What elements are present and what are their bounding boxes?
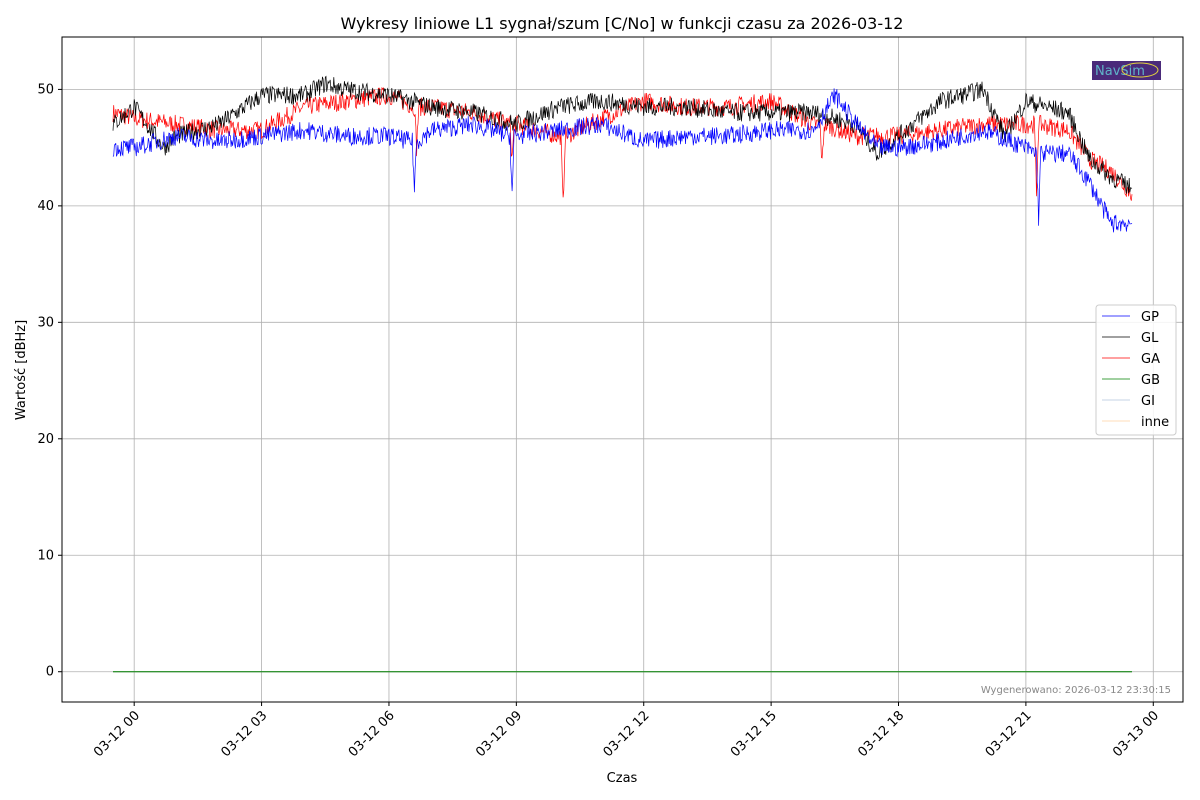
series-line-GP: [112, 88, 1133, 233]
legend-label-GP: GP: [1141, 310, 1159, 325]
y-tick-label: 0: [46, 665, 54, 680]
legend: GP GL GA GB GI inne: [1095, 304, 1177, 436]
x-tick-label: 03-13 00: [1110, 708, 1162, 760]
legend-box: [1095, 304, 1177, 436]
x-tick-label: 03-12 03: [218, 708, 270, 760]
y-tick-label: 30: [37, 315, 54, 330]
x-tick-label: 03-12 21: [983, 708, 1035, 760]
x-tick-label: 03-12 00: [91, 708, 143, 760]
y-axis-label: Wartość [dBHz]: [14, 320, 29, 420]
y-axis: 0 10 20 30 40 50: [37, 82, 62, 680]
chart-title: Wykresy liniowe L1 sygnał/szum [C/No] w …: [341, 14, 904, 33]
x-axis: 03-12 00 03-12 03 03-12 06 03-12 09 03-12 12…: [91, 702, 1162, 760]
navsim-logo: NavSim: [1092, 61, 1161, 80]
x-axis-label: Czas: [607, 771, 638, 786]
y-tick-label: 50: [37, 82, 54, 97]
legend-label-GI: GI: [1141, 394, 1155, 409]
y-tick-label: 40: [37, 199, 54, 214]
plot-frame: [61, 36, 1184, 703]
x-tick-label: 03-12 09: [473, 708, 525, 760]
x-tick-label: 03-12 18: [855, 708, 907, 760]
legend-label-GB: GB: [1141, 373, 1160, 388]
series-line-GL: [112, 75, 1133, 194]
generated-footnote: Wygenerowano: 2026-03-12 23:30:15: [981, 685, 1171, 696]
legend-label-inne: inne: [1141, 415, 1169, 430]
logo-text: NavSim: [1095, 64, 1145, 79]
legend-label-GA: GA: [1141, 352, 1160, 367]
x-tick-label: 03-12 15: [728, 708, 780, 760]
series-group: [112, 75, 1133, 673]
x-tick-label: 03-12 12: [601, 708, 653, 760]
series-line-GA: [112, 86, 1133, 201]
y-tick-label: 10: [37, 548, 54, 563]
legend-label-GL: GL: [1141, 331, 1159, 346]
x-tick-label: 03-12 06: [346, 708, 398, 760]
y-tick-label: 20: [37, 432, 54, 447]
